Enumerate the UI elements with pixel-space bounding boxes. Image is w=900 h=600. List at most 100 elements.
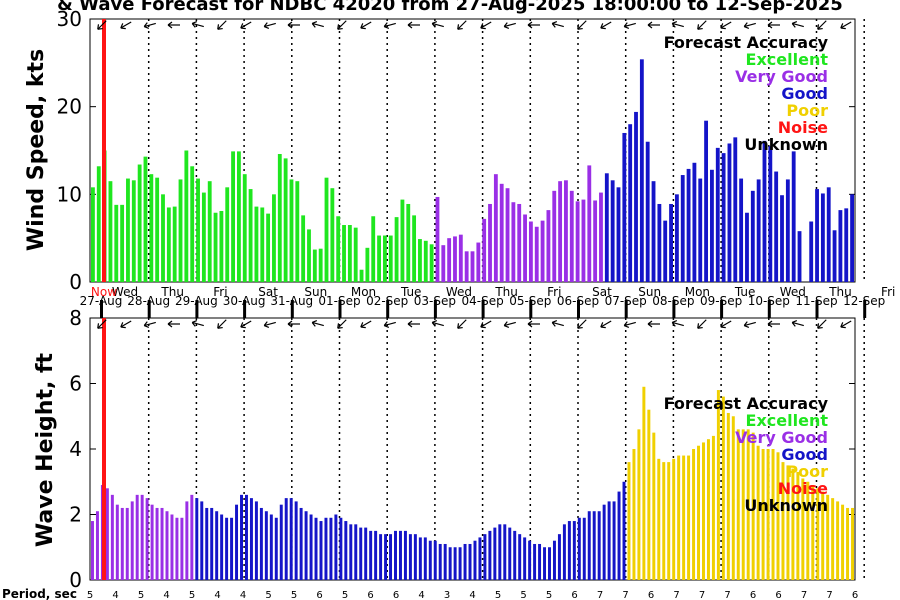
data-bar — [413, 534, 417, 580]
arrow-head — [647, 320, 653, 328]
data-bar — [394, 217, 399, 282]
data-bar — [657, 203, 662, 282]
data-bar — [826, 187, 831, 282]
data-bar — [801, 478, 805, 580]
data-bar — [108, 181, 113, 282]
data-bar — [423, 240, 428, 282]
arrow-shaft — [624, 321, 636, 327]
wind-arrow-icon — [577, 20, 587, 30]
y-tick-label: 20 — [57, 95, 82, 119]
date-tick-day: Fri — [881, 285, 895, 299]
legend-item: Poor — [786, 101, 828, 120]
legend-item: Very Good — [735, 428, 828, 447]
date-tick-day: Tue — [400, 285, 422, 299]
data-bar — [155, 177, 160, 282]
data-bar — [180, 517, 184, 580]
arrow-head — [743, 22, 750, 29]
period-tick: 5 — [291, 590, 297, 600]
data-bar — [616, 187, 621, 282]
data-bar — [721, 396, 725, 580]
date-tick-day: Wed — [446, 285, 472, 299]
legend-item: Good — [781, 84, 828, 103]
data-bar — [418, 239, 422, 282]
arrow-shaft — [192, 22, 204, 28]
chart-title: & Wave Forecast for NDBC 42020 from 27-A… — [57, 0, 843, 15]
date-tick-day: Wed — [780, 285, 806, 299]
data-bar — [220, 514, 224, 580]
data-bar — [254, 501, 258, 580]
data-bar — [438, 543, 442, 580]
data-bar — [458, 234, 463, 282]
data-bar — [433, 540, 437, 580]
wind-arrow-icon — [551, 21, 564, 28]
arrow-head — [383, 321, 390, 328]
data-bar — [145, 498, 149, 580]
data-bar — [205, 507, 209, 580]
arrow-shaft — [432, 321, 444, 327]
data-bar — [756, 445, 760, 580]
arrow-shaft — [480, 320, 492, 328]
now-marker-label: Now — [91, 285, 117, 299]
legend-item: Noise — [778, 479, 828, 498]
data-bar — [259, 507, 263, 580]
wind-arrow-icon — [457, 319, 467, 329]
date-tick-day: Mon — [351, 285, 376, 299]
data-bar — [105, 488, 109, 580]
data-bar — [736, 429, 740, 580]
arrow-shaft — [240, 21, 252, 29]
data-bar — [686, 168, 691, 282]
arrow-head — [791, 320, 798, 327]
data-bar — [403, 530, 407, 580]
period-tick: 4 — [469, 590, 475, 600]
period-tick: 5 — [546, 590, 552, 600]
date-tick-day: Sun — [638, 285, 661, 299]
date-tick-mark — [624, 300, 628, 318]
data-bar — [96, 166, 101, 282]
data-bar — [727, 143, 732, 282]
data-bar — [546, 210, 551, 282]
data-bar — [593, 200, 598, 282]
data-bar — [662, 462, 666, 580]
arrow-shaft — [217, 20, 227, 30]
wind-arrow-icon — [767, 21, 780, 29]
wind-arrow-icon — [671, 21, 684, 28]
data-bar — [523, 214, 527, 282]
data-bar — [692, 162, 697, 282]
data-bar — [443, 543, 447, 580]
arrow-head — [383, 22, 390, 29]
wind-arrow-icon — [431, 21, 444, 28]
wind-arrow-icon — [167, 320, 180, 328]
arrow-shaft — [312, 321, 324, 327]
arrow-head — [480, 23, 486, 30]
date-tick-mark — [529, 300, 533, 318]
arrow-shaft — [360, 21, 372, 29]
arrow-head — [191, 21, 198, 28]
arrow-head — [743, 321, 750, 328]
arrow-shaft — [264, 321, 276, 327]
data-bar — [464, 251, 469, 282]
wind-arrow-icon — [840, 320, 852, 329]
arrow-shaft — [697, 20, 707, 30]
data-bar — [577, 517, 581, 580]
data-bar — [567, 521, 571, 580]
y-tick-label: 2 — [69, 503, 82, 527]
wind-arrow-icon — [647, 21, 660, 29]
date-tick-mark — [433, 300, 437, 318]
data-bar — [791, 468, 795, 580]
data-bar — [131, 180, 136, 282]
date-tick-mark — [863, 300, 867, 318]
arrow-head — [600, 23, 606, 30]
data-bar — [558, 181, 563, 282]
data-bar — [617, 491, 621, 580]
legend-item: Poor — [786, 462, 828, 481]
arrow-head — [407, 21, 413, 29]
data-bar — [604, 173, 609, 282]
date-tick-mark — [100, 300, 103, 318]
wind-arrow-icon — [431, 320, 444, 327]
data-bar — [447, 238, 452, 282]
wind-arrow-icon — [720, 21, 732, 30]
data-bar — [412, 215, 417, 282]
period-tick: 5 — [87, 590, 93, 600]
